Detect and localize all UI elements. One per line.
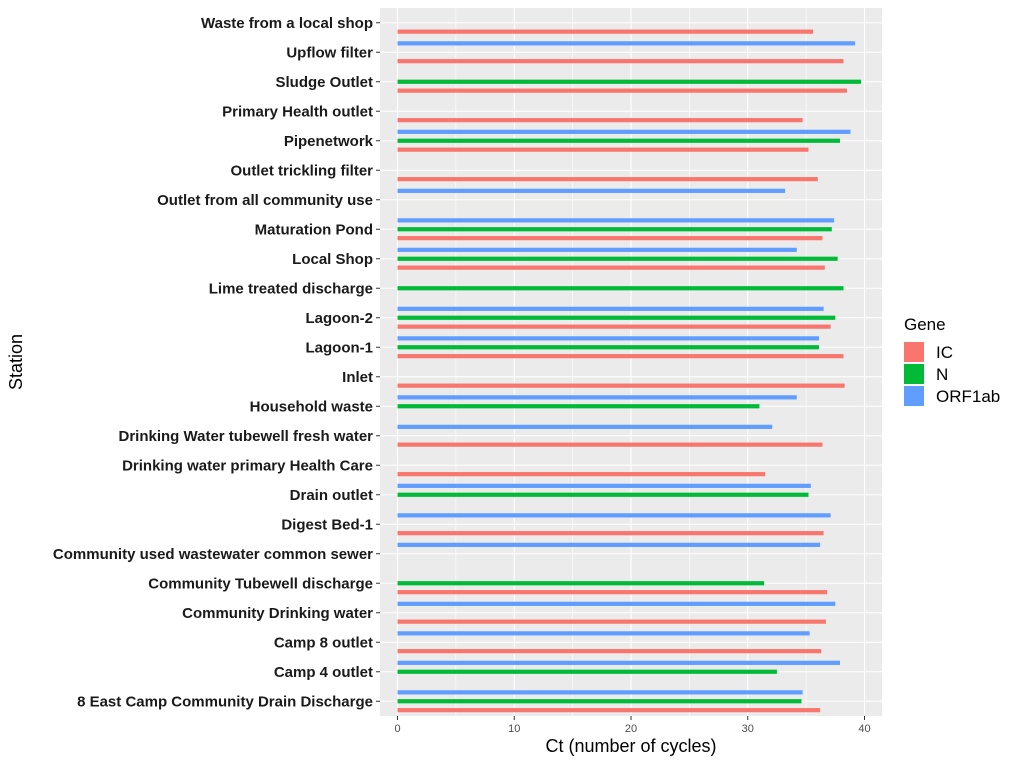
bars	[397, 29, 861, 713]
y-tick-label: Lagoon-1	[306, 339, 374, 356]
x-tick-label: 20	[625, 723, 637, 735]
bar-orf1ab	[397, 483, 811, 488]
bar-orf1ab	[397, 690, 803, 695]
y-tick-label: Local Shop	[292, 251, 373, 268]
y-tick-label: Drinking water primary Health Care	[122, 457, 373, 474]
bar-ic	[397, 472, 766, 477]
bar-orf1ab	[397, 129, 851, 134]
bar-n	[397, 492, 809, 497]
bar-ic	[397, 236, 823, 241]
bar-n	[397, 345, 819, 350]
legend-label: N	[936, 365, 948, 384]
y-tick-label: Waste from a local shop	[201, 15, 373, 32]
y-tick-label: Outlet from all community use	[157, 192, 373, 209]
bar-n	[397, 227, 832, 232]
bar-ic	[397, 29, 814, 34]
bar-orf1ab	[397, 513, 831, 518]
bar-n	[397, 286, 844, 291]
y-axis: 8 East Camp Community Drain Discharge Cam…	[53, 15, 380, 710]
y-axis-title: Station	[6, 334, 26, 390]
legend-key-orf1ab	[904, 386, 924, 406]
bar-orf1ab	[397, 306, 824, 311]
bar-n	[397, 315, 836, 320]
bar-ic	[397, 324, 831, 329]
y-tick-label: Household waste	[250, 398, 373, 415]
y-tick-label: Maturation Pond	[255, 221, 373, 238]
bar-n	[397, 138, 840, 143]
x-tick-label: 10	[508, 723, 520, 735]
y-tick-label: Community Drinking water	[182, 605, 373, 622]
bar-n	[397, 669, 777, 674]
y-tick-label: Outlet trickling filter	[230, 162, 373, 179]
bar-ic	[397, 88, 847, 93]
x-axis: 0 10 20 30 40	[394, 716, 871, 735]
y-tick-label: Community Tubewell discharge	[148, 575, 373, 592]
x-tick-label: 30	[742, 723, 754, 735]
bar-ic	[397, 59, 844, 64]
bar-orf1ab	[397, 542, 821, 547]
bar-ic	[397, 442, 823, 447]
y-tick-label: Upflow filter	[286, 44, 373, 61]
legend-label: IC	[936, 343, 953, 362]
legend-label: ORF1ab	[936, 387, 1000, 406]
bar-orf1ab	[397, 188, 786, 193]
bar-ic	[397, 619, 826, 624]
bar-orf1ab	[397, 601, 836, 606]
y-tick-label: Pipenetwork	[284, 133, 374, 150]
bar-n	[397, 404, 760, 409]
bar-ic	[397, 147, 809, 152]
y-tick-label: Sludge Outlet	[276, 74, 374, 91]
y-tick-label: Lime treated discharge	[209, 280, 373, 297]
x-axis-title: Ct (number of cycles)	[545, 736, 716, 756]
legend: Gene IC N ORF1ab	[904, 315, 1000, 406]
legend-key-ic	[904, 342, 924, 362]
bar-orf1ab	[397, 336, 819, 341]
bar-ic	[397, 649, 822, 654]
bar-n	[397, 256, 838, 261]
bar-ic	[397, 383, 845, 388]
y-tick-label: Community used wastewater common sewer	[53, 546, 373, 563]
y-tick-label: Lagoon-2	[306, 310, 374, 327]
y-tick-label: Camp 4 outlet	[274, 664, 373, 681]
bar-ic	[397, 531, 824, 536]
bar-orf1ab	[397, 631, 810, 636]
legend-key-n	[904, 364, 924, 384]
bar-n	[397, 79, 861, 84]
bar-n	[397, 699, 802, 704]
bar-orf1ab	[397, 41, 856, 46]
y-tick-label: Drinking Water tubewell fresh water	[119, 428, 374, 445]
bar-ic	[397, 265, 825, 270]
y-tick-label: Inlet	[342, 369, 373, 386]
bar-n	[397, 581, 765, 586]
y-tick-label: Drain outlet	[290, 487, 373, 504]
bar-orf1ab	[397, 660, 840, 665]
bar-orf1ab	[397, 424, 773, 429]
bar-ic	[397, 354, 844, 359]
bar-orf1ab	[397, 395, 797, 400]
y-tick-label: Primary Health outlet	[222, 103, 373, 120]
x-tick-label: 40	[858, 723, 870, 735]
y-tick-label: Digest Bed-1	[281, 516, 373, 533]
legend-title: Gene	[904, 315, 946, 334]
y-tick-label: 8 East Camp Community Drain Discharge	[77, 693, 373, 710]
y-tick-label: Camp 8 outlet	[274, 634, 373, 651]
bar-ic	[397, 590, 828, 595]
bar-ic	[397, 118, 803, 123]
bar-orf1ab	[397, 247, 797, 252]
bar-ic	[397, 177, 818, 182]
bar-ic	[397, 708, 821, 713]
bar-orf1ab	[397, 218, 835, 223]
x-tick-label: 0	[394, 723, 400, 735]
